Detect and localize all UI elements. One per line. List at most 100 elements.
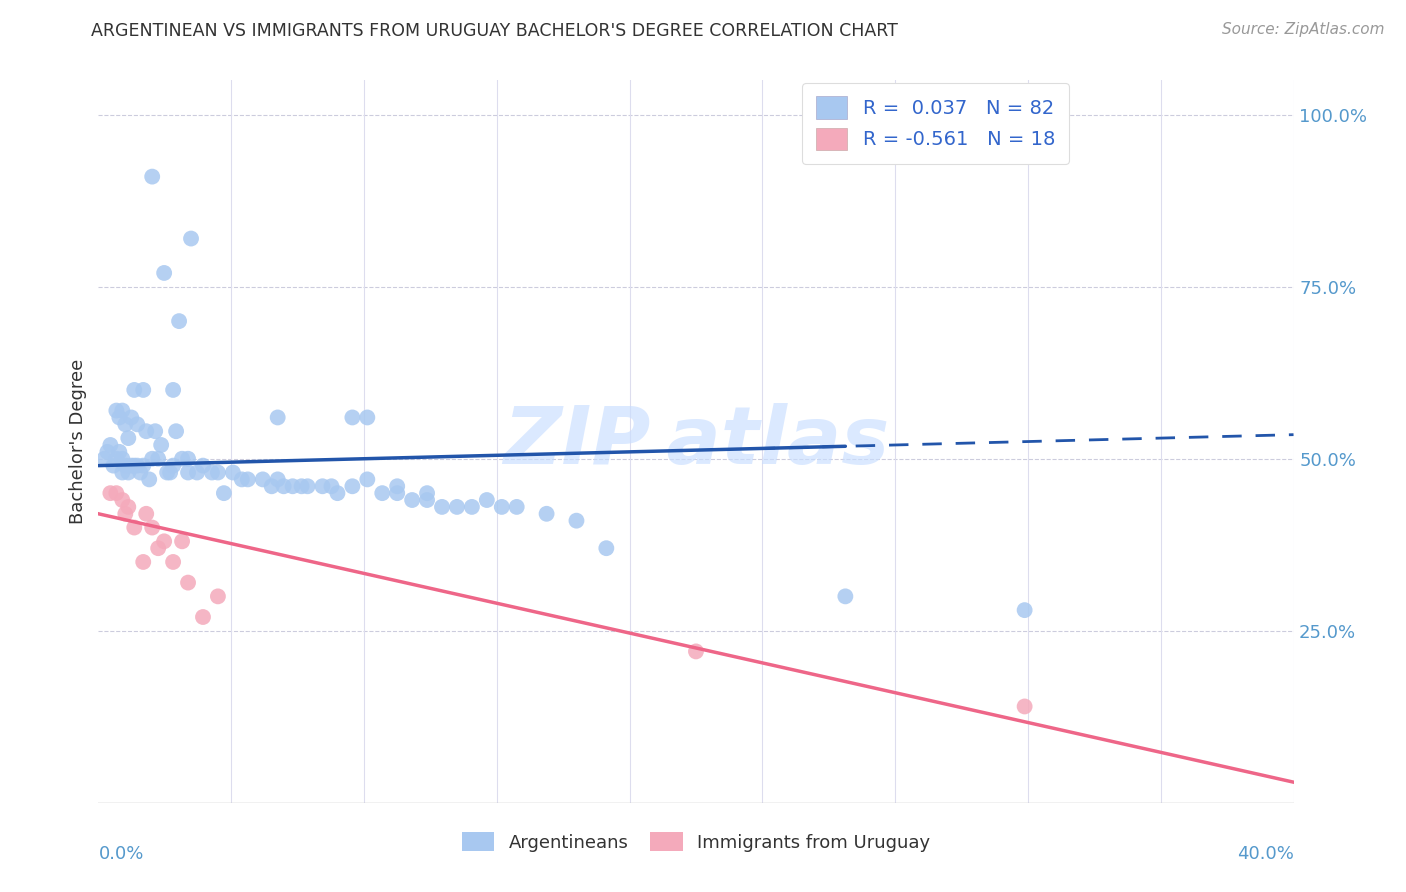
- Point: [141, 169, 163, 184]
- Point: [385, 486, 409, 500]
- Point: [111, 403, 134, 417]
- Point: [165, 424, 187, 438]
- Point: [148, 451, 170, 466]
- Point: [105, 451, 128, 466]
- Point: [416, 486, 439, 500]
- Point: [117, 431, 139, 445]
- Point: [267, 410, 290, 425]
- Point: [124, 458, 146, 473]
- Point: [342, 479, 364, 493]
- Text: 0.0%: 0.0%: [98, 846, 143, 863]
- Point: [385, 479, 409, 493]
- Text: Source: ZipAtlas.com: Source: ZipAtlas.com: [1222, 22, 1385, 37]
- Point: [461, 500, 484, 514]
- Point: [536, 507, 558, 521]
- Point: [260, 479, 283, 493]
- Point: [342, 410, 364, 425]
- Point: [120, 410, 142, 425]
- Point: [430, 500, 453, 514]
- Point: [93, 451, 115, 466]
- Point: [111, 493, 134, 508]
- Legend: Argentineans, Immigrants from Uruguay: Argentineans, Immigrants from Uruguay: [454, 824, 938, 859]
- Point: [326, 486, 349, 500]
- Point: [127, 458, 149, 473]
- Point: [595, 541, 617, 556]
- Point: [207, 466, 229, 480]
- Point: [1014, 699, 1036, 714]
- Point: [172, 534, 194, 549]
- Point: [180, 231, 202, 245]
- Point: [141, 520, 163, 534]
- Text: ARGENTINEAN VS IMMIGRANTS FROM URUGUAY BACHELOR'S DEGREE CORRELATION CHART: ARGENTINEAN VS IMMIGRANTS FROM URUGUAY B…: [91, 22, 898, 40]
- Point: [117, 500, 139, 514]
- Point: [267, 472, 290, 486]
- Point: [127, 417, 149, 432]
- Point: [281, 479, 304, 493]
- Point: [236, 472, 259, 486]
- Point: [201, 466, 224, 480]
- Point: [162, 458, 184, 473]
- Point: [1014, 603, 1036, 617]
- Point: [141, 451, 163, 466]
- Point: [124, 383, 146, 397]
- Point: [98, 486, 122, 500]
- Point: [111, 451, 134, 466]
- Point: [186, 466, 208, 480]
- Point: [159, 466, 181, 480]
- Point: [108, 410, 131, 425]
- Point: [565, 514, 588, 528]
- Point: [153, 266, 176, 280]
- Point: [356, 472, 378, 486]
- Point: [191, 610, 214, 624]
- Point: [191, 458, 214, 473]
- Point: [207, 590, 229, 604]
- Point: [129, 466, 152, 480]
- Point: [98, 438, 122, 452]
- Point: [177, 466, 200, 480]
- Point: [156, 466, 179, 480]
- Point: [401, 493, 423, 508]
- Point: [356, 410, 378, 425]
- Point: [111, 466, 134, 480]
- Point: [506, 500, 529, 514]
- Point: [96, 445, 118, 459]
- Point: [252, 472, 274, 486]
- Point: [834, 590, 856, 604]
- Point: [446, 500, 468, 514]
- Point: [491, 500, 513, 514]
- Point: [162, 555, 184, 569]
- Point: [150, 438, 173, 452]
- Point: [177, 451, 200, 466]
- Point: [273, 479, 295, 493]
- Point: [297, 479, 319, 493]
- Point: [231, 472, 253, 486]
- Y-axis label: Bachelor's Degree: Bachelor's Degree: [69, 359, 87, 524]
- Text: 40.0%: 40.0%: [1237, 846, 1294, 863]
- Point: [120, 458, 142, 473]
- Point: [148, 541, 170, 556]
- Point: [132, 555, 155, 569]
- Point: [117, 466, 139, 480]
- Point: [291, 479, 314, 493]
- Point: [475, 493, 498, 508]
- Point: [172, 451, 194, 466]
- Text: ZIP atlas: ZIP atlas: [503, 402, 889, 481]
- Point: [311, 479, 333, 493]
- Point: [177, 575, 200, 590]
- Point: [371, 486, 394, 500]
- Point: [132, 383, 155, 397]
- Point: [114, 507, 136, 521]
- Point: [114, 458, 136, 473]
- Point: [321, 479, 343, 493]
- Point: [212, 486, 235, 500]
- Point: [143, 424, 166, 438]
- Point: [105, 403, 128, 417]
- Point: [222, 466, 245, 480]
- Point: [162, 383, 184, 397]
- Point: [685, 644, 707, 658]
- Point: [416, 493, 439, 508]
- Point: [132, 458, 155, 473]
- Point: [114, 417, 136, 432]
- Point: [135, 507, 157, 521]
- Point: [103, 458, 125, 473]
